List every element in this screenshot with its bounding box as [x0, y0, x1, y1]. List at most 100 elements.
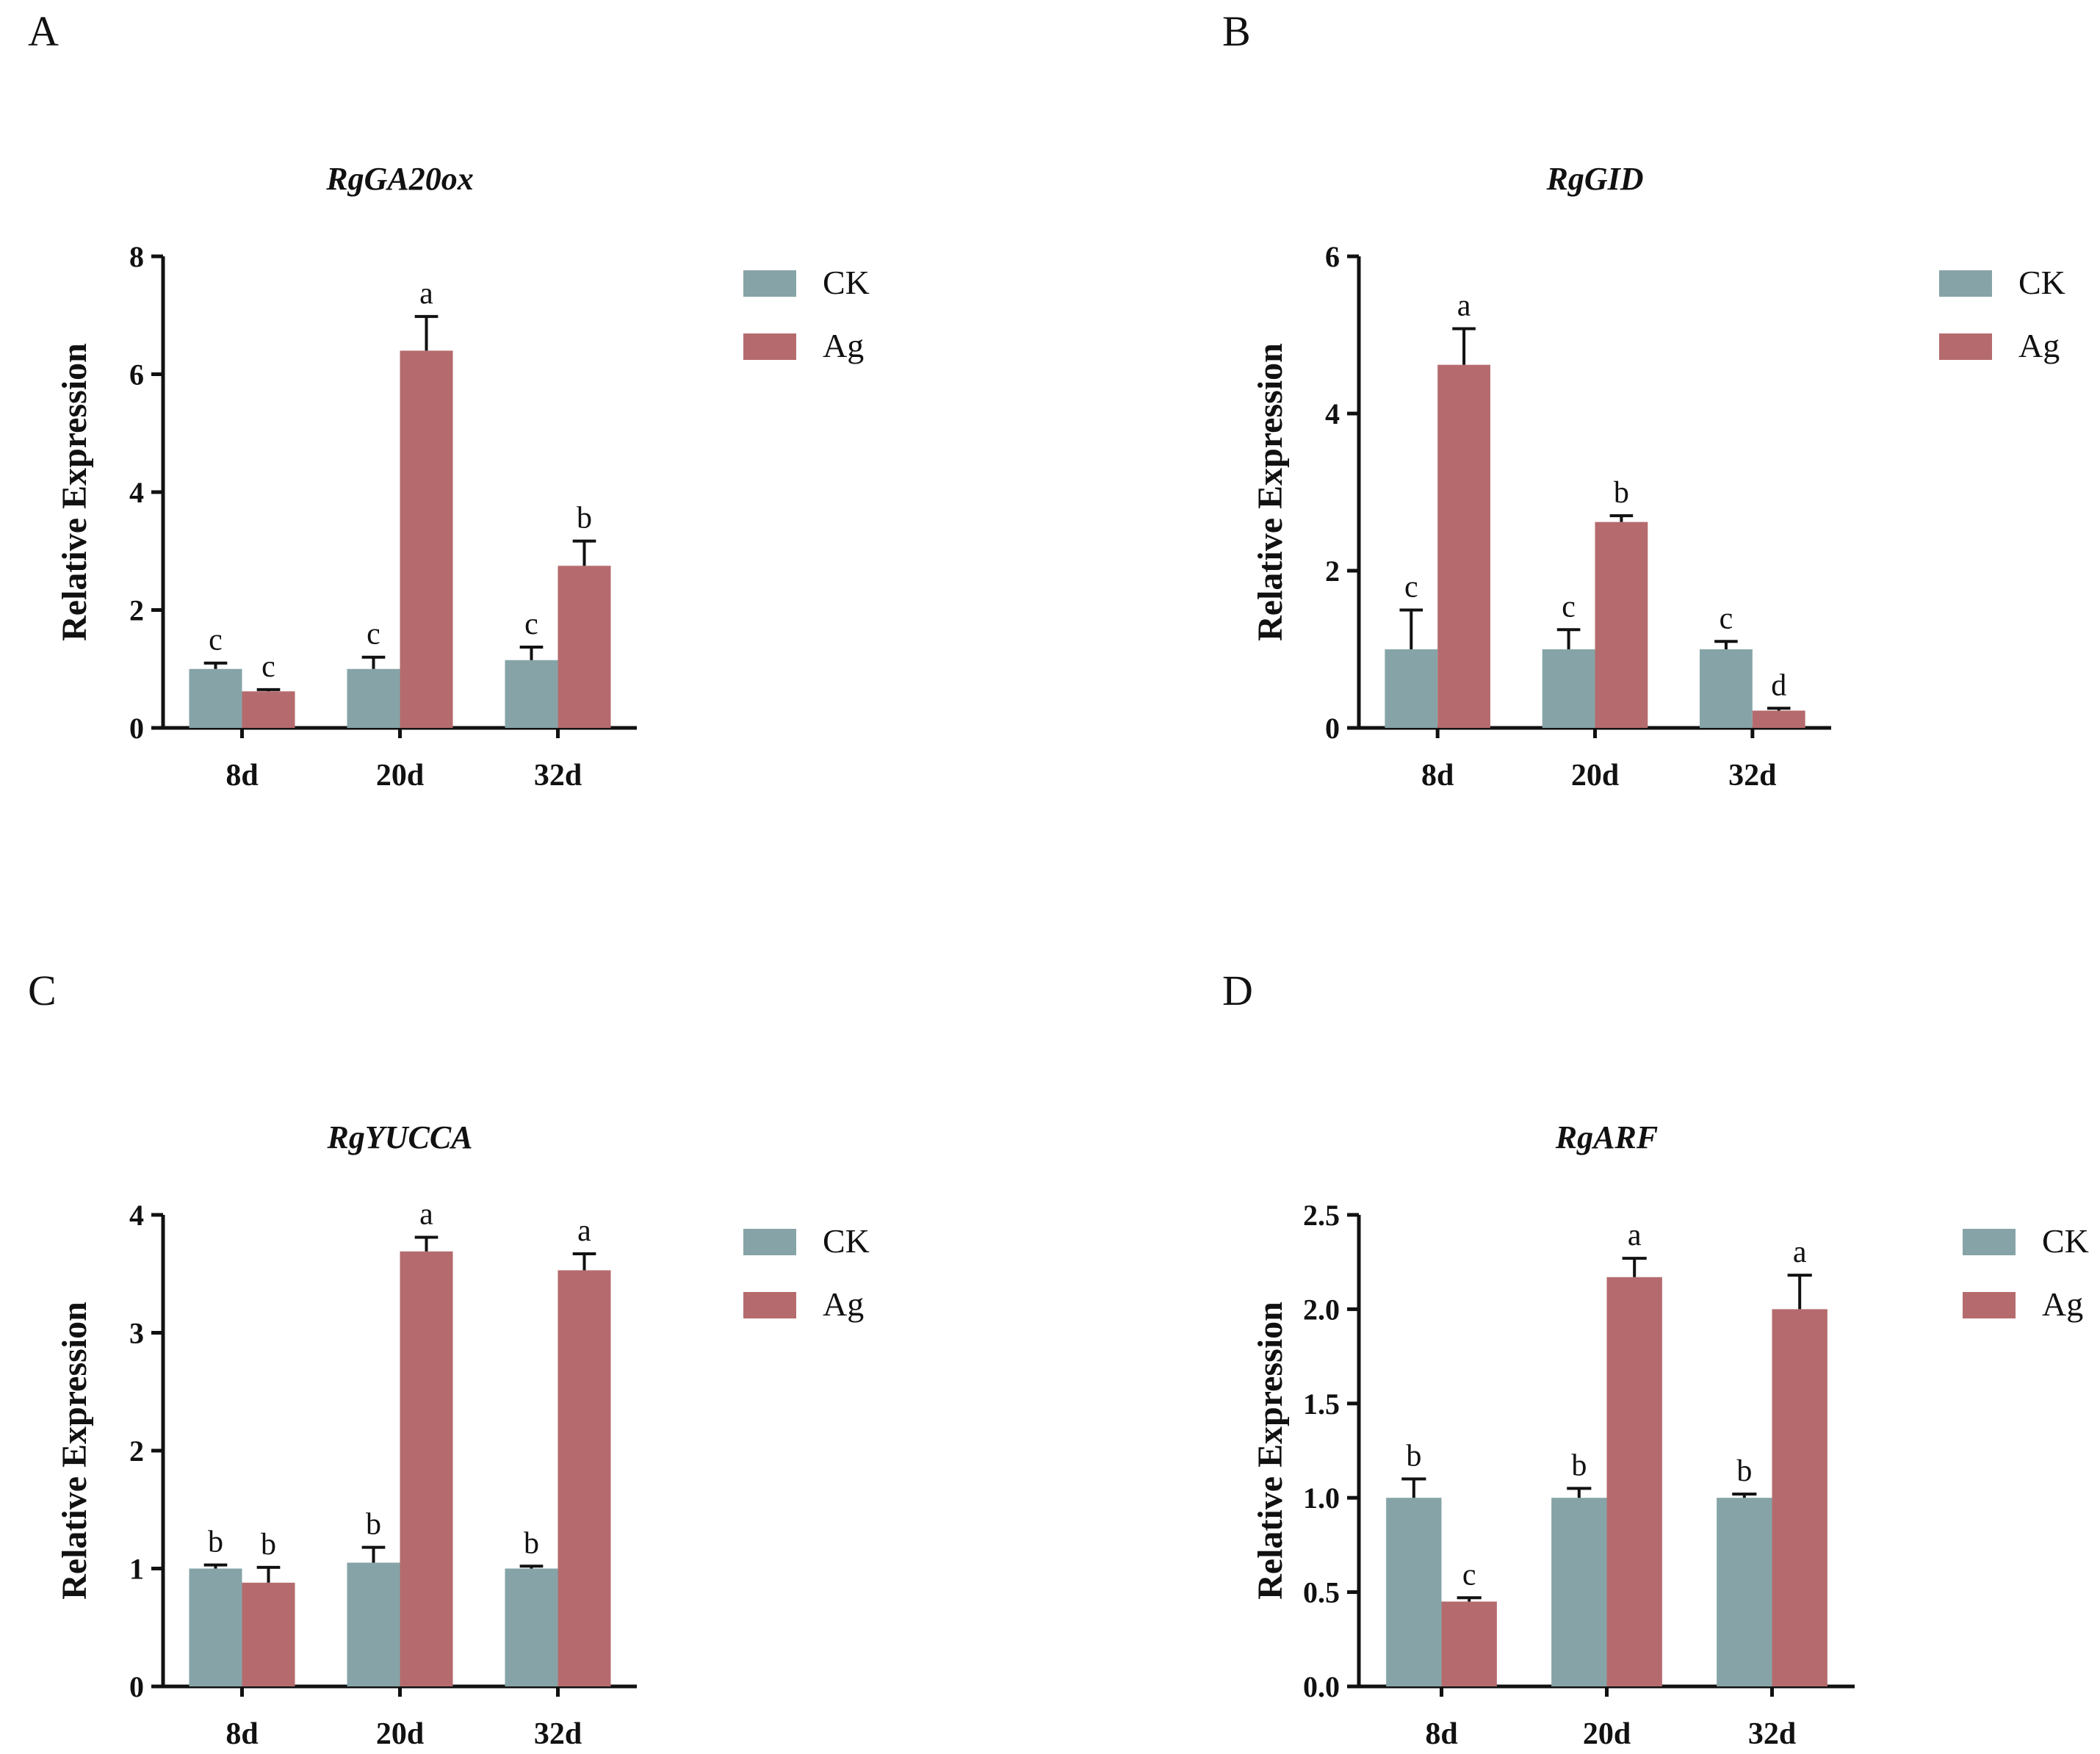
bar-ag-8d [242, 1583, 295, 1686]
y-tick-label: 2.0 [1303, 1293, 1340, 1326]
legend-label-ag: Ag [823, 1285, 864, 1323]
y-tick-label: 6 [129, 358, 144, 391]
legend-swatch-ag [743, 333, 796, 360]
legend-label-ck: CK [823, 264, 870, 301]
significance-label: c [1404, 571, 1418, 604]
y-tick-label: 4 [129, 1199, 144, 1232]
y-tick-label: 2 [1325, 555, 1340, 588]
x-tick-label: 32d [1728, 759, 1776, 793]
bar-ck-32d [1700, 649, 1753, 728]
bar-ag-32d [1772, 1309, 1827, 1686]
significance-label: a [1457, 289, 1471, 322]
significance-label: c [261, 650, 275, 684]
significance-label: a [419, 1197, 433, 1231]
y-axis-label: Relative Expression [55, 1302, 94, 1600]
chart-title: RgGA20ox [325, 161, 473, 197]
y-axis-label: Relative Expression [55, 343, 94, 641]
significance-label: b [208, 1526, 223, 1559]
legend-swatch-ck [1939, 270, 1992, 297]
panel-letter: B [1222, 7, 1251, 55]
significance-label: c [1720, 602, 1733, 635]
y-tick-label: 1.0 [1303, 1481, 1340, 1515]
significance-label: b [1614, 476, 1629, 510]
y-tick-label: 6 [1325, 240, 1340, 273]
bar-ag-20d [400, 350, 453, 728]
x-tick-label: 20d [1571, 759, 1619, 793]
legend-label-ck: CK [2018, 264, 2065, 301]
chart-title: RgARF [1555, 1119, 1658, 1155]
significance-label: a [1628, 1219, 1642, 1252]
legend-swatch-ag [1963, 1292, 2016, 1318]
bar-ck-8d [189, 1569, 242, 1687]
bar-ag-8d [1437, 365, 1490, 728]
x-tick-label: 8d [225, 759, 258, 793]
chart-panel-a: A RgGA20ox Relative Expression 0 2 4 6 8 8d c c 20d… [28, 7, 870, 793]
significance-label: b [1736, 1454, 1752, 1488]
bar-ag-20d [400, 1252, 453, 1686]
legend-swatch-ck [743, 1229, 796, 1255]
y-tick-label: 1.5 [1303, 1387, 1340, 1421]
y-tick-label: 2.5 [1303, 1199, 1340, 1232]
significance-label: c [209, 624, 223, 657]
y-tick-label: 2 [129, 1434, 144, 1468]
y-tick-label: 0.0 [1303, 1670, 1340, 1703]
bar-ck-20d [1551, 1498, 1606, 1686]
y-axis-label: Relative Expression [1251, 343, 1290, 641]
significance-label: c [524, 607, 538, 641]
panel-letter: A [28, 7, 59, 55]
x-tick-label: 32d [534, 1717, 582, 1751]
y-tick-label: 0.5 [1303, 1576, 1340, 1609]
legend-swatch-ag [1939, 333, 1992, 360]
significance-label: b [577, 502, 592, 535]
significance-label: d [1771, 668, 1786, 702]
legend-label-ag: Ag [2042, 1285, 2083, 1323]
x-tick-label: 8d [225, 1717, 258, 1751]
legend-label-ag: Ag [823, 327, 864, 364]
y-axis-label: Relative Expression [1251, 1302, 1290, 1600]
bar-ck-32d [1717, 1498, 1772, 1686]
significance-label: b [524, 1526, 539, 1560]
x-tick-label: 32d [1748, 1717, 1796, 1751]
chart-panel-b: B RgGID Relative Expression 0 2 4 6 8d c a 20d c b 32… [1222, 7, 2065, 793]
significance-label: a [577, 1214, 591, 1248]
y-tick-label: 1 [129, 1553, 144, 1586]
panel-letter: D [1222, 967, 1253, 1014]
legend-label-ag: Ag [2018, 327, 2060, 364]
x-tick-label: 20d [376, 759, 424, 793]
significance-label: c [1562, 590, 1576, 624]
y-tick-label: 4 [129, 476, 144, 509]
legend-label-ck: CK [823, 1222, 870, 1260]
bar-ck-8d [1386, 1498, 1441, 1686]
y-tick-label: 8 [129, 240, 144, 273]
bar-ck-32d [505, 660, 558, 728]
bar-ck-32d [505, 1569, 558, 1687]
significance-label: a [1793, 1235, 1807, 1269]
chart-title: RgGID [1545, 161, 1643, 197]
bar-ag-20d [1595, 522, 1648, 728]
legend-swatch-ck [1963, 1229, 2016, 1255]
chart-title: RgYUCCA [326, 1119, 472, 1155]
x-tick-label: 20d [1583, 1717, 1631, 1751]
legend-swatch-ag [743, 1292, 796, 1318]
y-tick-label: 3 [129, 1317, 144, 1350]
significance-label: b [1406, 1440, 1421, 1473]
significance-label: b [1571, 1448, 1587, 1482]
chart-panel-c: C RgYUCCA Relative Expression 0 1 2 3 4 8d b b 20d b… [28, 967, 870, 1751]
significance-label: c [367, 618, 380, 652]
y-tick-label: 0 [1325, 712, 1340, 745]
y-tick-label: 4 [1325, 397, 1340, 430]
bar-ck-20d [1542, 649, 1595, 728]
legend-swatch-ck [743, 270, 796, 297]
panel-letter: C [28, 967, 57, 1014]
bar-ck-20d [347, 669, 400, 728]
bar-ag-8d [242, 691, 295, 728]
y-tick-label: 0 [129, 1670, 144, 1703]
chart-panel-d: D RgARF Relative Expression 0.0 0.5 1.0 1.5 2.0… [1222, 967, 2089, 1751]
bar-ag-32d [558, 566, 611, 728]
x-tick-label: 20d [376, 1717, 424, 1751]
significance-label: b [366, 1508, 381, 1542]
legend-label-ck: CK [2042, 1222, 2089, 1260]
significance-label: a [419, 277, 433, 311]
bar-ck-20d [347, 1562, 400, 1686]
bar-ag-32d [1753, 710, 1805, 728]
